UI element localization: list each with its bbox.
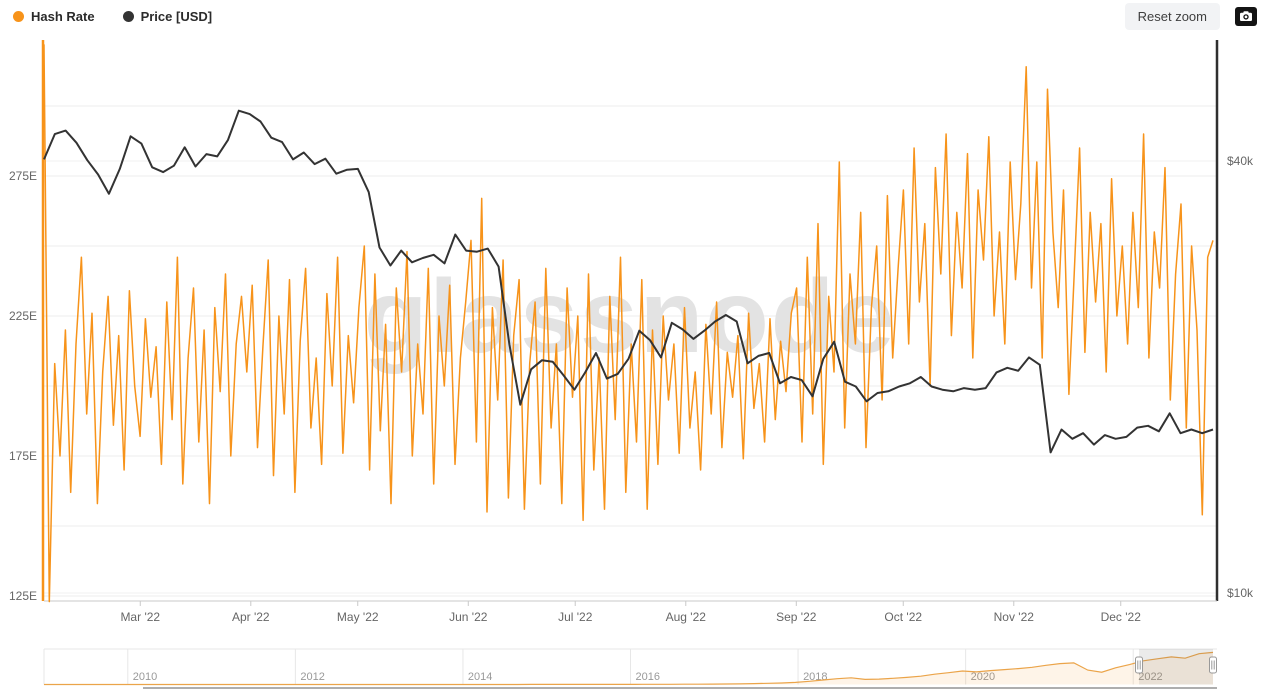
left-axis-label: 175E xyxy=(9,449,37,463)
x-axis-label: Sep '22 xyxy=(776,610,817,624)
x-axis-label: Nov '22 xyxy=(994,610,1035,624)
camera-button[interactable] xyxy=(1235,6,1257,26)
navigator-handle-left[interactable] xyxy=(1135,656,1143,674)
x-axis-label: Mar '22 xyxy=(120,610,160,624)
right-axis-label: $40k xyxy=(1227,154,1254,168)
legend-item-hash-rate[interactable]: Hash Rate xyxy=(13,9,95,24)
navigator-year-label: 2022 xyxy=(1138,671,1162,683)
reset-zoom-button[interactable]: Reset zoom xyxy=(1124,2,1220,30)
navigator-handle-right-grip xyxy=(1209,656,1217,674)
navigator-year-label: 2016 xyxy=(636,671,660,683)
x-axis-label: Apr '22 xyxy=(232,610,270,624)
hash-rate-series[interactable] xyxy=(43,44,1214,603)
x-axis-label: Dec '22 xyxy=(1101,610,1142,624)
x-axis-label: Jun '22 xyxy=(449,610,488,624)
x-axis-label: Aug '22 xyxy=(666,610,707,624)
plot-area[interactable] xyxy=(44,40,1217,601)
hash-rate-legend-marker xyxy=(13,10,24,22)
navigator-handle-right[interactable] xyxy=(1209,656,1217,674)
left-axis-label: 225E xyxy=(9,309,37,323)
left-axis-label: 125E xyxy=(9,589,37,603)
navigator-area xyxy=(44,652,1213,685)
x-axis-label: May '22 xyxy=(337,610,379,624)
navigator-selection-window[interactable] xyxy=(1139,649,1213,685)
navigator-year-label: 2012 xyxy=(300,671,324,683)
price-legend-marker xyxy=(122,10,134,22)
navigator-year-label: 2014 xyxy=(468,671,492,683)
price-legend-label: Price [USD] xyxy=(140,8,213,24)
price-series[interactable] xyxy=(43,109,1214,454)
camera-icon xyxy=(1240,11,1252,21)
navigator-year-label: 2020 xyxy=(971,671,995,683)
navigator-series xyxy=(44,651,1214,686)
legend: Hash Rate Price [USD] xyxy=(13,9,240,24)
x-axis-label: Jul '22 xyxy=(558,610,593,624)
navigator-year-label: 2010 xyxy=(133,671,157,683)
left-axis-label: 275E xyxy=(9,169,37,183)
x-axis-label: Oct '22 xyxy=(884,610,922,624)
hash-rate-legend-label: Hash Rate xyxy=(31,8,95,24)
navigator-handle-left-grip xyxy=(1135,656,1143,674)
right-axis-label: $10k xyxy=(1227,586,1254,600)
navigator: 2010201220142016201820202022 xyxy=(43,648,1217,689)
chart-header: Hash Rate Price [USD] Reset zoom xyxy=(0,0,1264,32)
legend-item-price-usd[interactable]: Price [USD] xyxy=(122,8,213,24)
